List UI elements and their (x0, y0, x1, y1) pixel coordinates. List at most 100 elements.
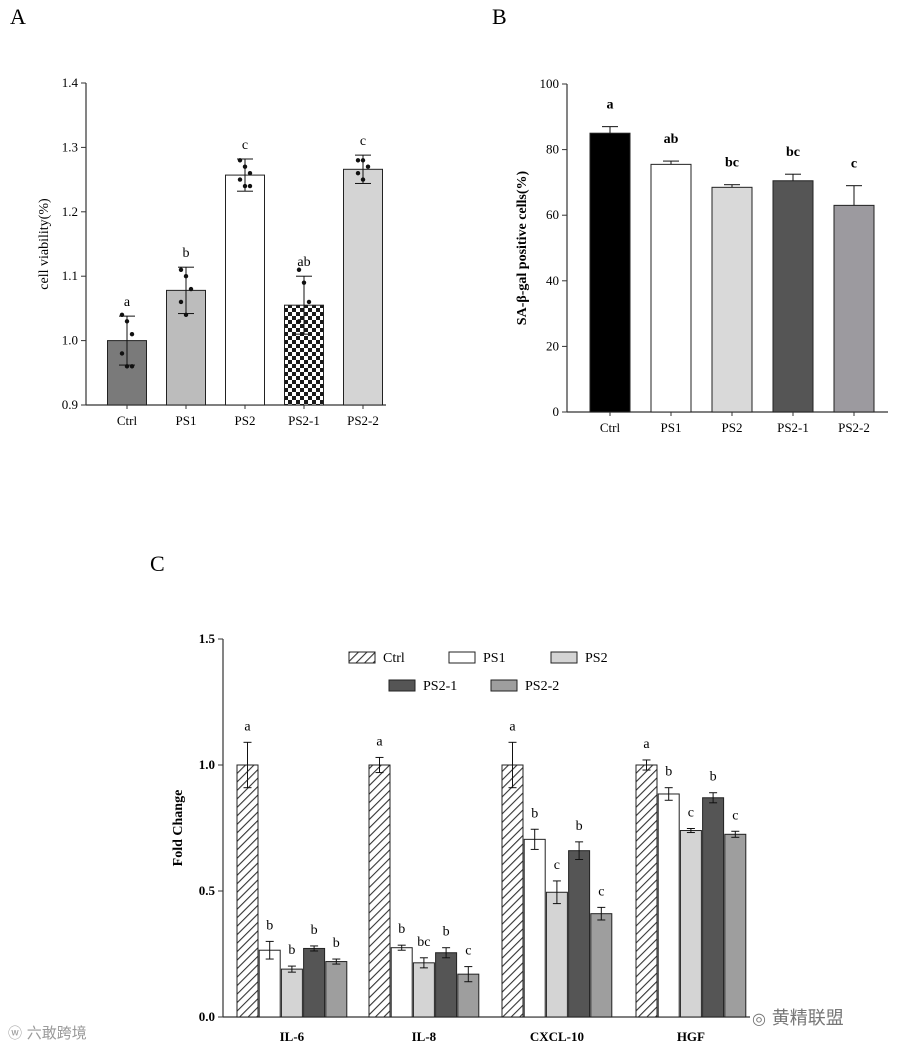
bar-il-6-ps1 (258, 949, 281, 1018)
bar-ps2-2 (833, 204, 875, 413)
x-tick-label: PS2-2 (838, 420, 870, 435)
weibo-icon: ⓦ (8, 1026, 22, 1042)
significance-letter: a (509, 719, 516, 734)
significance-letter: b (576, 819, 583, 834)
bar-ctrl (589, 132, 631, 413)
data-point (296, 267, 302, 272)
significance-letter: c (732, 808, 738, 823)
data-point (178, 267, 184, 272)
y-tick-label: 1.2 (62, 204, 78, 219)
bar-il-8-ps2 (412, 962, 435, 1018)
watermark-left-text: 六敢跨境 (26, 1024, 87, 1042)
legend-swatch-ps2-1 (388, 679, 416, 692)
significance-letter: a (124, 295, 131, 310)
bar-il-6-ps2 (280, 968, 303, 1018)
y-tick-label: 80 (546, 142, 559, 157)
x-category-label: IL-8 (412, 1029, 437, 1044)
significance-letter: a (244, 719, 251, 734)
panel-label-b: B (492, 4, 507, 29)
y-tick-label: 1.0 (62, 333, 78, 348)
significance-letter: b (288, 943, 295, 958)
y-tick-label: 40 (546, 273, 559, 288)
data-point (119, 312, 125, 318)
data-point (178, 299, 184, 305)
significance-letter: c (688, 806, 694, 821)
legend-label-ps1: PS1 (483, 651, 506, 666)
legend-swatch-ps2-2 (490, 679, 518, 692)
y-tick-label: 0.5 (199, 883, 216, 898)
bar-ps2-1 (772, 180, 814, 413)
bar-il-8-ps2-1 (435, 952, 458, 1018)
chart-a-cell-viability: 0.9 1.0 1.1 1.2 1.3 1.4 cell viability(%) Ctrl a… (37, 75, 386, 428)
y-tick-label: 1.1 (62, 268, 78, 283)
bar-ps2 (225, 174, 265, 406)
data-point (296, 319, 302, 324)
y-tick-label: 0 (553, 404, 560, 419)
y-tick-label: 1.5 (199, 631, 216, 646)
significance-letter: ab (297, 255, 310, 270)
data-point (124, 319, 130, 324)
data-point (355, 158, 361, 163)
y-tick-label: 20 (546, 338, 559, 353)
x-category-label: CXCL-10 (530, 1029, 584, 1044)
bar-ps1 (650, 163, 692, 413)
wechat-icon: ◎ (752, 1009, 766, 1028)
y-tick-label: 1.0 (199, 757, 215, 772)
y-tick-label: 0.0 (199, 1009, 215, 1024)
panel-label-c: C (150, 551, 165, 576)
legend-swatch-ps2 (550, 651, 578, 664)
legend-label-ctrl: Ctrl (383, 651, 405, 666)
x-tick-label: PS2 (722, 420, 743, 435)
bar-hgf-ctrl (635, 764, 658, 1018)
significance-letter: b (710, 770, 717, 785)
bar-il-6-ps2-2 (325, 961, 348, 1018)
data-point (365, 164, 371, 169)
legend-label-ps2-2: PS2-2 (525, 679, 559, 694)
y-axis-title: Fold Change (171, 790, 186, 867)
data-point (360, 158, 366, 163)
significance-letter: c (598, 884, 604, 899)
significance-letter: b (311, 923, 318, 938)
y-tick-label: 1.3 (62, 139, 78, 154)
y-axis-title: SA-β-gal positive cells(%) (515, 170, 530, 325)
data-point (188, 286, 194, 292)
legend-swatch-ps1 (448, 651, 476, 664)
data-point (360, 177, 366, 182)
data-point (129, 364, 135, 369)
bar-hgf-ps1 (657, 793, 680, 1018)
significance-letter: c (242, 138, 248, 153)
significance-letter: b (531, 806, 538, 821)
significance-letter: b (333, 936, 340, 951)
y-axis-title: cell viability(%) (37, 198, 52, 290)
bar-il-8-ps1 (390, 947, 413, 1018)
bar-hgf-ps2 (679, 830, 702, 1018)
watermark-right-text: 黄精联盟 (771, 1008, 844, 1029)
panel-label-a: A (10, 4, 26, 29)
bar-il-6-ctrl (236, 764, 259, 1018)
data-point (237, 177, 243, 182)
bar-ps2 (711, 186, 753, 413)
x-tick-label: PS2-2 (347, 413, 379, 428)
bar-il-6-ps2-1 (303, 947, 326, 1018)
bar-il-8-ctrl (368, 764, 391, 1018)
data-point (242, 164, 248, 169)
data-point (119, 351, 125, 356)
bar-cxcl-10-ps2-1 (568, 850, 591, 1018)
data-point (237, 158, 243, 163)
significance-letter: c (465, 944, 471, 959)
bar-hgf-ps2-1 (702, 797, 725, 1018)
significance-letter: b (266, 918, 273, 933)
y-tick-label: 0.9 (62, 397, 78, 412)
significance-letter: ab (664, 132, 679, 147)
significance-letter: bc (417, 935, 430, 950)
bar-ps2-2 (343, 168, 383, 406)
data-point (129, 331, 135, 337)
x-tick-label: PS2 (235, 413, 256, 428)
data-point (242, 183, 248, 189)
x-category-label: IL-6 (280, 1029, 305, 1044)
x-tick-label: PS2-1 (777, 420, 809, 435)
significance-letter: bc (725, 156, 739, 171)
significance-letter: c (554, 858, 560, 873)
